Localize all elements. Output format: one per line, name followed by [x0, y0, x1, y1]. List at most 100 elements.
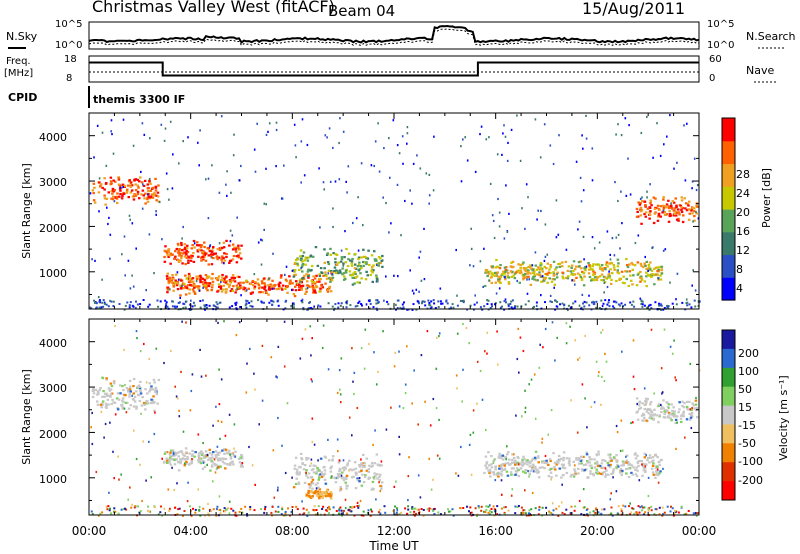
echo-cell	[134, 189, 138, 192]
scatter-cell	[638, 479, 641, 482]
near-range-cell	[204, 308, 206, 311]
echo-cell	[590, 458, 593, 461]
echo-cell	[578, 274, 582, 277]
echo-cell	[503, 266, 507, 269]
echo-cell	[643, 200, 646, 203]
velocity-panel: Slant Range [km] 4000 3000 2000 1000 200…	[20, 318, 790, 517]
echo-cell	[620, 270, 624, 273]
echo-cell	[224, 281, 228, 284]
scatter-cell	[698, 369, 701, 372]
echo-cell	[151, 399, 155, 402]
echo-cell	[497, 279, 500, 283]
echo-cell	[321, 271, 324, 274]
echo-cell	[643, 403, 646, 406]
scatter-cell	[581, 134, 583, 137]
scatter-cell	[277, 416, 279, 420]
echo-cell	[92, 182, 96, 185]
echo-cell	[337, 461, 341, 464]
echo-cell	[119, 185, 122, 188]
near-range-cell	[277, 505, 280, 508]
echo-cell	[96, 393, 99, 396]
echo-cell	[121, 183, 125, 187]
near-range-cell	[340, 302, 343, 305]
near-range-cell	[153, 506, 156, 508]
echo-cell	[324, 491, 327, 494]
echo-cell	[643, 407, 646, 411]
echo-cell	[344, 261, 348, 264]
echo-cell	[342, 272, 346, 275]
echo-cell	[682, 410, 685, 413]
echo-cell	[346, 464, 349, 467]
echo-cell	[153, 409, 156, 412]
echo-cell	[364, 255, 367, 259]
echo-cell	[327, 262, 331, 266]
echo-cell	[104, 203, 107, 206]
echo-cell	[96, 390, 100, 393]
scatter-cell	[300, 267, 302, 270]
echo-cell	[216, 451, 220, 454]
echo-cell	[125, 190, 129, 193]
echo-cell	[186, 244, 189, 247]
echo-cell	[627, 475, 631, 479]
near-range-cell	[370, 510, 373, 513]
echo-cell	[487, 272, 490, 275]
echo-cell	[146, 183, 149, 186]
echo-cell	[499, 472, 503, 476]
echo-cell	[648, 213, 652, 216]
scatter-cell	[233, 423, 236, 426]
echo-cell	[133, 178, 136, 181]
near-range-cell	[257, 299, 260, 302]
scatter-cell	[379, 490, 382, 493]
echo-cell	[549, 459, 552, 463]
echo-cell	[178, 253, 181, 256]
echo-cell	[548, 277, 551, 280]
echo-cell	[128, 395, 131, 398]
near-range-cell	[499, 301, 502, 304]
scatter-cell	[300, 181, 302, 184]
scatter-cell	[284, 471, 287, 475]
scatter-cell	[541, 437, 544, 440]
near-range-cell	[503, 300, 506, 303]
echo-cell	[169, 449, 173, 452]
near-range-cell	[586, 513, 589, 516]
scatter-cell	[117, 455, 119, 458]
echo-cell	[307, 256, 310, 259]
near-range-cell	[292, 303, 295, 306]
echo-cell	[193, 292, 197, 295]
scatter-cell	[498, 225, 501, 228]
near-range-cell	[190, 514, 193, 517]
scatter-cell	[489, 182, 492, 185]
scatter-cell	[603, 291, 605, 294]
echo-cell	[585, 468, 588, 471]
echo-cell	[596, 471, 600, 474]
near-range-cell	[215, 508, 218, 511]
echo-cell	[209, 253, 213, 256]
echo-cell	[223, 448, 226, 451]
echo-cell	[185, 460, 188, 464]
scatter-cell	[105, 164, 108, 167]
echo-cell	[329, 470, 333, 473]
echo-cell	[572, 460, 575, 463]
scatter-cell	[355, 217, 358, 220]
echo-cell	[326, 288, 330, 291]
near-range-cell	[410, 507, 413, 510]
near-range-cell	[628, 513, 631, 516]
echo-cell	[129, 390, 132, 393]
echo-cell	[92, 387, 95, 390]
scatter-cell	[300, 140, 303, 143]
echo-cell	[621, 281, 625, 284]
near-range-cell	[549, 300, 552, 303]
scatter-cell	[624, 117, 627, 120]
echo-cell	[212, 257, 215, 260]
echo-cell	[498, 267, 502, 270]
echo-cell	[207, 263, 210, 266]
scatter-cell	[662, 249, 665, 252]
echo-cell	[600, 264, 604, 267]
echo-cell	[582, 271, 586, 274]
scatter-cell	[273, 496, 276, 499]
scatter-cell	[419, 496, 422, 499]
echo-cell	[500, 470, 503, 473]
near-range-cell	[215, 301, 218, 304]
echo-cell	[214, 456, 218, 459]
scatter-cell	[147, 193, 149, 196]
